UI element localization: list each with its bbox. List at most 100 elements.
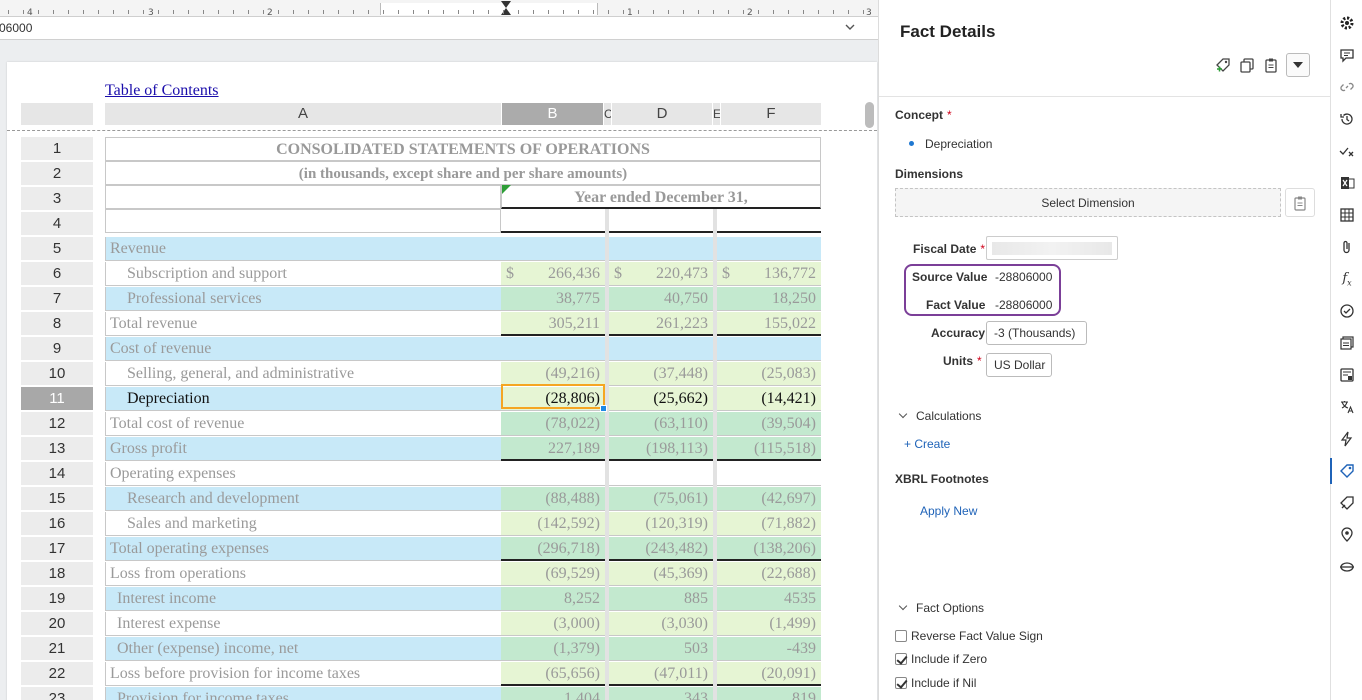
row-label-cell[interactable]: Revenue: [105, 237, 501, 261]
toolbar-dropdown-button[interactable]: [1286, 53, 1310, 77]
value-cell[interactable]: (198,113): [609, 437, 713, 461]
row-number[interactable]: 7: [21, 287, 93, 310]
row-label-cell[interactable]: Research and development: [105, 487, 501, 511]
value-cell[interactable]: [717, 462, 821, 486]
selected-cell-outline[interactable]: [501, 384, 605, 409]
value-cell[interactable]: 1,404: [501, 687, 605, 700]
dimension-clipboard-button[interactable]: [1285, 188, 1315, 217]
paperclip-icon[interactable]: [1337, 237, 1357, 257]
concept-value[interactable]: Depreciation: [925, 137, 993, 151]
value-cell[interactable]: (78,022): [501, 412, 605, 436]
vertical-scrollbar[interactable]: [865, 102, 874, 128]
reverse-sign-checkbox[interactable]: Reverse Fact Value Sign: [895, 629, 1043, 643]
value-cell[interactable]: (25,662): [609, 387, 713, 411]
row-number[interactable]: 18: [21, 562, 93, 585]
excel-icon[interactable]: [1337, 173, 1357, 193]
clipboard-icon[interactable]: [1262, 56, 1280, 74]
ribbon-icon[interactable]: [1337, 557, 1357, 577]
row-label-cell[interactable]: Sales and marketing: [105, 512, 501, 536]
value-cell[interactable]: $136,772: [717, 262, 821, 286]
value-cell[interactable]: (1,499): [717, 612, 821, 636]
value-cell[interactable]: (69,529): [501, 562, 605, 586]
include-nil-checkbox[interactable]: Include if Nil: [895, 676, 976, 690]
check-cross-icon[interactable]: [1337, 141, 1357, 161]
row-label-cell[interactable]: Depreciation: [105, 387, 501, 411]
value-cell[interactable]: 503: [609, 637, 713, 661]
row-number[interactable]: 13: [21, 437, 93, 460]
value-cell[interactable]: [501, 337, 605, 361]
gear-icon[interactable]: [1337, 13, 1357, 33]
column-header-f[interactable]: F: [721, 103, 821, 125]
value-cell[interactable]: 4535: [717, 587, 821, 611]
formula-bar[interactable]: 06000: [0, 17, 878, 40]
value-cell[interactable]: 261,223: [609, 312, 713, 336]
value-cell[interactable]: (42,697): [717, 487, 821, 511]
row-number[interactable]: 12: [21, 412, 93, 435]
row-label-cell[interactable]: Total revenue: [105, 312, 501, 336]
column-header-d[interactable]: D: [612, 103, 712, 125]
row-label-cell[interactable]: Loss before provision for income taxes: [105, 662, 501, 686]
value-cell[interactable]: $266,436: [501, 262, 605, 286]
sheet-cell[interactable]: [717, 209, 821, 233]
value-cell[interactable]: 18,250: [717, 287, 821, 311]
table-icon[interactable]: [1337, 205, 1357, 225]
row-label-cell[interactable]: Provision for income taxes: [105, 687, 501, 700]
row-label-cell[interactable]: Interest income: [105, 587, 501, 611]
value-cell[interactable]: (88,488): [501, 487, 605, 511]
value-cell[interactable]: [609, 237, 713, 261]
copy-icon[interactable]: [1238, 56, 1256, 74]
accuracy-select[interactable]: -3 (Thousands): [986, 321, 1087, 359]
checkbox[interactable]: [895, 677, 907, 689]
value-cell[interactable]: (75,061): [609, 487, 713, 511]
row-number[interactable]: 3: [21, 187, 93, 210]
comment-icon[interactable]: [1337, 45, 1357, 65]
row-number[interactable]: 16: [21, 512, 93, 535]
sheet-title[interactable]: CONSOLIDATED STATEMENTS OF OPERATIONS: [105, 137, 821, 161]
units-select[interactable]: US Dollar: [986, 353, 1052, 377]
value-cell[interactable]: (65,656): [501, 662, 605, 686]
row-number[interactable]: 8: [21, 312, 93, 335]
value-cell[interactable]: (20,091): [717, 662, 821, 686]
row-number[interactable]: 1: [21, 137, 93, 160]
fiscal-date-field[interactable]: [986, 236, 1118, 260]
value-cell[interactable]: (1,379): [501, 637, 605, 661]
row-number[interactable]: 9: [21, 337, 93, 360]
fx-icon[interactable]: fx: [1342, 270, 1352, 288]
formula-value[interactable]: 06000: [0, 21, 33, 35]
value-cell[interactable]: (22,688): [717, 562, 821, 586]
value-cell[interactable]: (45,369): [609, 562, 713, 586]
apply-new-footnote-link[interactable]: Apply New: [920, 504, 978, 518]
value-cell[interactable]: (296,718): [501, 537, 605, 561]
row-number[interactable]: 2: [21, 162, 93, 185]
value-cell[interactable]: (3,030): [609, 612, 713, 636]
value-cell[interactable]: 305,211: [501, 312, 605, 336]
translate-icon[interactable]: [1337, 397, 1357, 417]
column-header-a[interactable]: A: [105, 103, 501, 125]
row-label-cell[interactable]: Interest expense: [105, 612, 501, 636]
column-header-c[interactable]: C: [604, 103, 611, 125]
value-cell[interactable]: [609, 462, 713, 486]
include-zero-checkbox[interactable]: Include if Zero: [895, 652, 987, 666]
tag-icon[interactable]: [1330, 458, 1357, 484]
tag-add-icon[interactable]: [1214, 56, 1232, 74]
row-label-cell[interactable]: Other (expense) income, net: [105, 637, 501, 661]
fact-value[interactable]: -28806000: [995, 298, 1053, 312]
select-dimension-button[interactable]: Select Dimension: [895, 188, 1281, 217]
value-cell[interactable]: (47,011): [609, 662, 713, 686]
checkbox[interactable]: [895, 630, 907, 642]
sheet-cell[interactable]: [609, 209, 713, 233]
row-number[interactable]: 21: [21, 637, 93, 660]
value-cell[interactable]: (243,482): [609, 537, 713, 561]
row-label-cell[interactable]: Selling, general, and administrative: [105, 362, 501, 386]
fact-options-section-toggle[interactable]: Fact Options: [898, 601, 984, 615]
sheet-subtitle[interactable]: (in thousands, except share and per shar…: [105, 161, 821, 185]
indent-marker[interactable]: [501, 8, 511, 15]
value-cell[interactable]: [717, 337, 821, 361]
sheet-cell[interactable]: [501, 209, 605, 233]
row-label-cell[interactable]: Total cost of revenue: [105, 412, 501, 436]
row-label-cell[interactable]: Cost of revenue: [105, 337, 501, 361]
value-cell[interactable]: -439: [717, 637, 821, 661]
value-cell[interactable]: 227,189: [501, 437, 605, 461]
value-cell[interactable]: [501, 462, 605, 486]
value-cell[interactable]: (25,083): [717, 362, 821, 386]
